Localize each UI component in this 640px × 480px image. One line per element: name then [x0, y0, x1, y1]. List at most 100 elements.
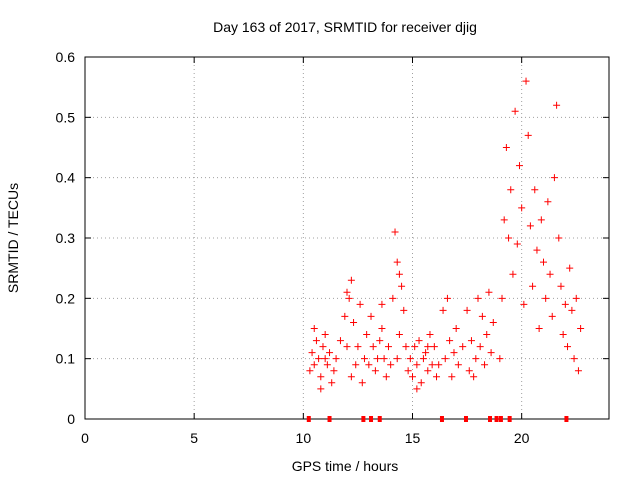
data-point — [323, 361, 331, 369]
data-point — [352, 361, 360, 369]
data-point — [452, 325, 460, 332]
zero-value-marker — [498, 416, 503, 422]
data-point — [415, 337, 423, 345]
data-point — [419, 355, 427, 363]
data-point — [413, 361, 421, 369]
zero-value-marker — [377, 416, 382, 422]
data-point — [542, 294, 550, 302]
data-point — [350, 318, 358, 326]
data-point — [450, 349, 458, 357]
data-point — [363, 331, 371, 339]
data-point — [511, 107, 519, 115]
data-point — [474, 294, 482, 302]
data-point — [574, 367, 582, 375]
data-point — [535, 325, 543, 332]
data-point — [365, 361, 373, 369]
data-point — [402, 343, 410, 351]
data-point — [347, 276, 355, 284]
data-point — [522, 77, 530, 85]
zero-value-marker — [369, 416, 374, 422]
data-point — [544, 198, 552, 206]
data-point — [465, 367, 473, 375]
data-point — [443, 294, 451, 302]
data-point — [395, 331, 403, 339]
data-point — [577, 325, 585, 332]
data-point — [428, 361, 436, 369]
data-point — [509, 270, 517, 278]
data-point — [570, 355, 578, 363]
data-point — [529, 282, 537, 290]
data-point — [326, 349, 334, 357]
data-point — [533, 246, 541, 254]
data-point — [343, 288, 351, 296]
data-point — [481, 361, 489, 369]
data-point — [393, 355, 401, 363]
data-point — [398, 282, 406, 290]
data-point — [476, 343, 484, 351]
data-point — [343, 343, 351, 351]
data-point — [424, 343, 432, 351]
data-point — [395, 270, 403, 278]
y-axis-label: SRMTID / TECUs — [5, 183, 21, 293]
data-point — [391, 228, 399, 236]
data-point — [321, 331, 329, 339]
data-point — [483, 331, 491, 339]
data-point — [446, 337, 454, 345]
data-point — [312, 337, 320, 345]
x-axis-label: GPS time / hours — [292, 458, 399, 474]
data-point — [430, 343, 438, 351]
data-point — [354, 343, 362, 351]
grid-lines — [85, 57, 609, 419]
data-point — [424, 367, 432, 375]
data-point — [467, 337, 475, 345]
data-point — [347, 373, 355, 381]
data-point — [500, 216, 508, 224]
y-tick-label: 0 — [67, 411, 75, 427]
x-tick-label: 20 — [514, 430, 530, 446]
data-points — [306, 77, 585, 422]
zero-value-marker — [306, 416, 311, 422]
data-point — [531, 186, 539, 194]
data-point — [518, 204, 526, 212]
data-point — [459, 343, 467, 351]
data-point — [557, 282, 565, 290]
data-point — [561, 300, 569, 308]
data-point — [546, 270, 554, 278]
zero-value-marker — [507, 416, 512, 422]
y-tick-label: 0.3 — [56, 230, 76, 246]
x-tick-label: 0 — [81, 430, 89, 446]
data-point — [369, 343, 377, 351]
data-point — [435, 361, 443, 369]
data-point — [454, 361, 462, 369]
data-point — [341, 312, 349, 320]
data-point — [568, 306, 576, 314]
data-point — [513, 240, 521, 248]
x-tick-label: 10 — [296, 430, 312, 446]
data-point — [378, 300, 386, 308]
y-tick-label: 0.6 — [56, 49, 76, 65]
y-tick-label: 0.2 — [56, 290, 76, 306]
data-point — [422, 349, 430, 357]
data-point — [520, 300, 528, 308]
data-point — [332, 355, 340, 363]
data-point — [393, 258, 401, 266]
data-point — [555, 234, 563, 242]
data-point — [559, 331, 567, 339]
data-point — [472, 355, 480, 363]
data-point — [463, 306, 471, 314]
data-point — [507, 186, 515, 194]
data-point — [321, 355, 329, 363]
data-point — [564, 343, 572, 351]
zero-value-marker — [494, 416, 499, 422]
chart-title: Day 163 of 2017, SRMTID for receiver dji… — [213, 19, 477, 35]
x-tick-label: 5 — [190, 430, 198, 446]
y-tick-label: 0.4 — [56, 170, 76, 186]
data-point — [389, 294, 397, 302]
data-point — [498, 294, 506, 302]
zero-value-marker — [361, 416, 366, 422]
y-tick-label: 0.1 — [56, 351, 76, 367]
data-point — [306, 367, 314, 375]
data-point — [371, 367, 379, 375]
data-point — [356, 300, 364, 308]
data-point — [572, 294, 580, 302]
